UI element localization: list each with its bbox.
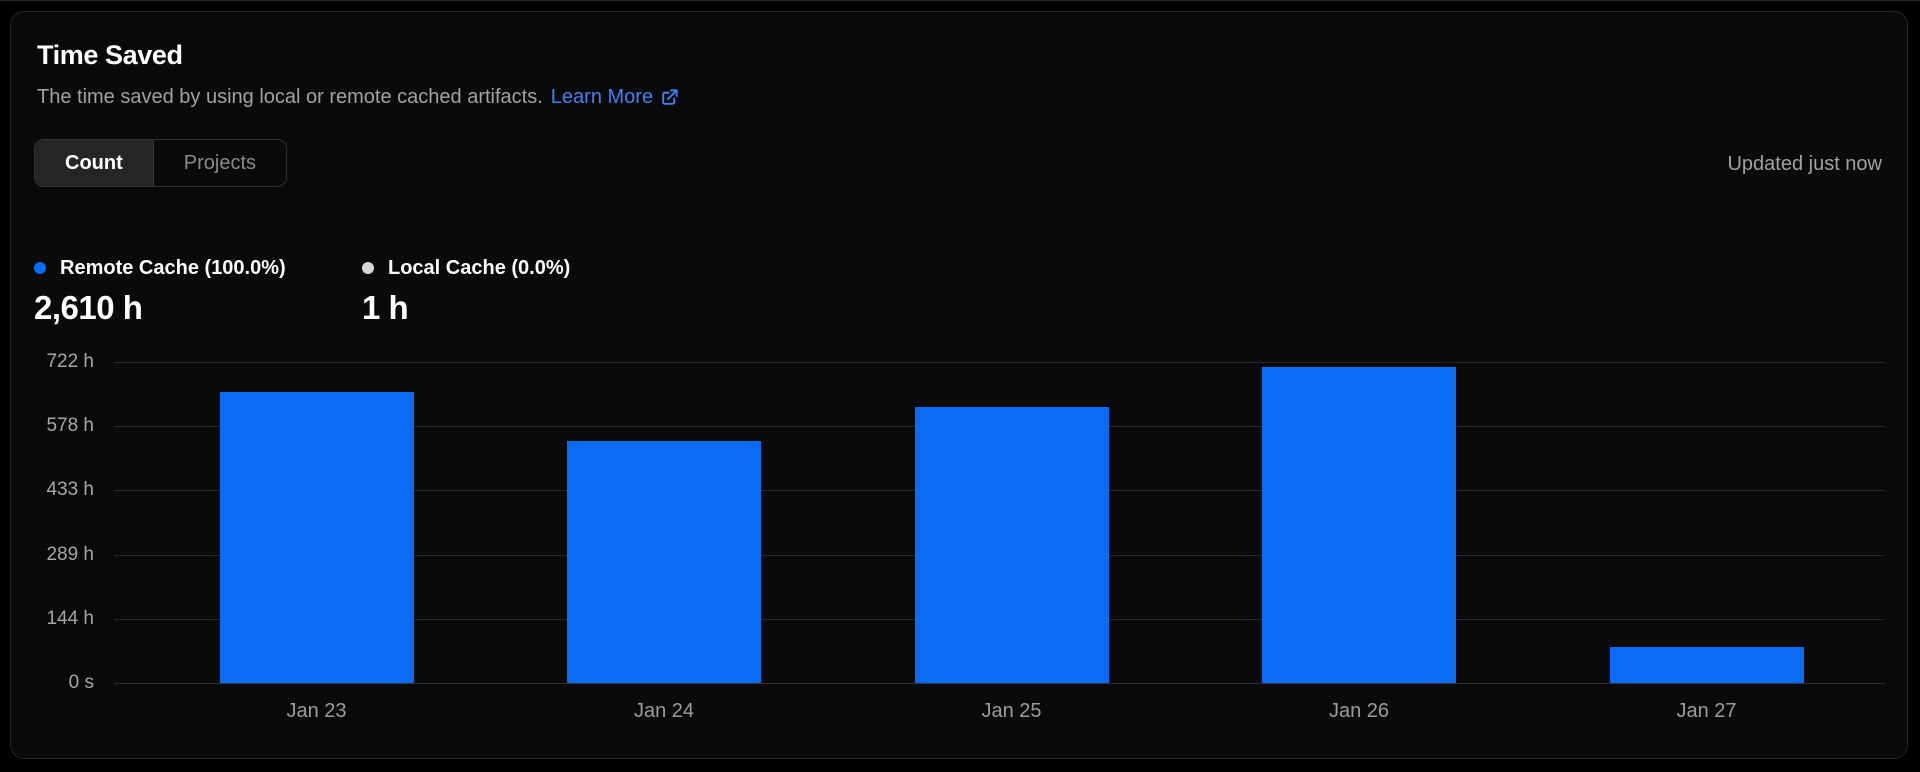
tab-projects[interactable]: Projects xyxy=(154,140,286,186)
legend-item-remote-cache: Remote Cache (100.0%) xyxy=(34,256,286,280)
y-axis-tick-label: 289 h xyxy=(46,543,94,565)
bar-jan-25[interactable] xyxy=(914,407,1109,683)
remote-cache-stat: Remote Cache (100.0%) 2,610 h xyxy=(34,256,286,327)
y-axis-tick-label: 144 h xyxy=(46,607,94,629)
view-toggle: Count Projects xyxy=(34,139,288,187)
time-saved-bar-chart: 722 h 578 h 433 h 289 h 144 h 0 s Jan 23 Jan 24… xyxy=(46,351,1885,722)
learn-more-label: Learn More xyxy=(550,86,654,108)
updated-timestamp: Updated just now xyxy=(1727,153,1882,175)
external-link-icon xyxy=(662,89,678,105)
bar-jan-26[interactable] xyxy=(1262,367,1456,683)
learn-more-link[interactable]: Learn More xyxy=(551,86,679,109)
x-axis-label: Jan 26 xyxy=(1328,700,1390,722)
remote-cache-dot-icon xyxy=(34,262,46,274)
card-subtitle: The time saved by using local or remote … xyxy=(37,86,679,109)
time-saved-card: Time Saved The time saved by using local… xyxy=(10,11,1908,759)
tab-count[interactable]: Count xyxy=(35,140,154,186)
bar-jan-23[interactable] xyxy=(219,392,414,683)
y-axis-tick-label: 722 h xyxy=(46,351,94,372)
remote-cache-legend-label: Remote Cache (100.0%) xyxy=(60,256,286,279)
local-cache-legend-label: Local Cache (0.0%) xyxy=(388,256,571,279)
x-axis-label: Jan 24 xyxy=(633,700,695,722)
remote-cache-total-value: 2,610 h xyxy=(34,289,143,326)
legend-item-local-cache: Local Cache (0.0%) xyxy=(362,256,570,280)
x-axis-label: Jan 25 xyxy=(981,700,1042,722)
gridline xyxy=(114,362,1885,363)
y-axis-tick-label: 578 h xyxy=(46,415,94,437)
card-title: Time Saved xyxy=(37,40,183,70)
y-axis-tick-label: 0 s xyxy=(68,672,94,693)
x-axis-label: Jan 23 xyxy=(286,700,347,722)
local-cache-stat: Local Cache (0.0%) 1 h xyxy=(362,256,570,327)
local-cache-dot-icon xyxy=(362,262,374,274)
card-subtitle-text: The time saved by using local or remote … xyxy=(37,86,543,108)
window-top-divider xyxy=(0,0,1920,1)
bar-jan-24[interactable] xyxy=(567,441,761,683)
y-axis-tick-label: 433 h xyxy=(46,479,94,501)
gridline xyxy=(114,683,1885,684)
bar-jan-27[interactable] xyxy=(1609,647,1804,683)
x-axis-label: Jan 27 xyxy=(1676,700,1737,722)
local-cache-total-value: 1 h xyxy=(362,289,409,326)
